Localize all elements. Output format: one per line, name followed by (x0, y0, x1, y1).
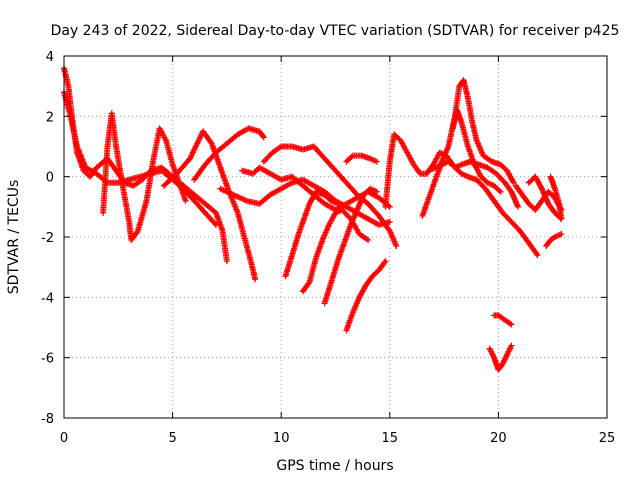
series-arc-15 (419, 77, 517, 219)
data-point (381, 259, 388, 266)
data-point (260, 133, 266, 140)
x-tick-label: 5 (168, 431, 176, 446)
data-point (365, 237, 372, 243)
data-point (182, 197, 189, 204)
data-point (508, 321, 515, 328)
data-point (252, 276, 259, 283)
axis-ticks (63, 55, 608, 419)
y-tick-label: 0 (46, 171, 54, 186)
data-point (508, 342, 515, 349)
x-tick-label: 15 (382, 431, 399, 446)
y-axis-title: SDTVAR / TECUs (6, 180, 22, 295)
data-point (334, 200, 341, 207)
data-point (373, 158, 380, 165)
series-arc-11 (321, 185, 380, 307)
data-point (223, 258, 230, 265)
x-tick-label: 20 (490, 431, 507, 446)
data-points (61, 65, 565, 373)
data-point (382, 258, 389, 265)
y-tick-label: 2 (46, 110, 54, 125)
data-point (558, 231, 565, 237)
y-tick-label: -4 (41, 291, 54, 306)
data-point (386, 218, 393, 225)
series-arc-14 (382, 131, 521, 210)
series-arc-2 (61, 89, 219, 228)
series-arc-10 (299, 206, 372, 295)
series-arc-21 (525, 173, 565, 222)
x-tick-label: 0 (60, 431, 68, 446)
data-point (497, 188, 504, 195)
data-point (373, 188, 380, 195)
x-tick-label: 10 (273, 431, 290, 446)
y-tick-label: -2 (41, 231, 54, 246)
y-tick-label: 4 (46, 50, 54, 65)
data-point (496, 187, 503, 194)
y-tick-label: -8 (41, 412, 54, 427)
data-point (534, 252, 541, 259)
data-point (533, 250, 540, 257)
series-arc-3 (100, 110, 189, 243)
x-tick-labels: 0 5 10 15 20 25 (60, 431, 615, 446)
series-arc-19 (486, 342, 515, 373)
series-arc-22 (543, 231, 565, 249)
data-point (213, 221, 219, 228)
data-point (260, 134, 267, 141)
data-point (558, 215, 565, 222)
series-arc-16 (425, 158, 541, 259)
series-arc-17 (449, 107, 504, 195)
data-point (514, 203, 521, 210)
x-axis-title: GPS time / hours (276, 458, 393, 474)
data-point (348, 153, 355, 160)
y-tick-label: -6 (41, 352, 54, 367)
chart-title: Day 243 of 2022, Sidereal Day-to-day VTE… (51, 23, 620, 39)
series-arc-23 (547, 173, 565, 222)
series-arc-12 (343, 258, 389, 334)
series-arc-9 (282, 188, 341, 280)
series-arc-13 (343, 152, 380, 165)
series-arc-5 (191, 125, 267, 183)
data-point (393, 243, 400, 249)
data-point (212, 220, 218, 227)
series-arc-18 (491, 312, 515, 328)
x-tick-label: 25 (599, 431, 616, 446)
y-tick-labels: -8 -6 -4 -2 0 2 4 (41, 50, 54, 427)
